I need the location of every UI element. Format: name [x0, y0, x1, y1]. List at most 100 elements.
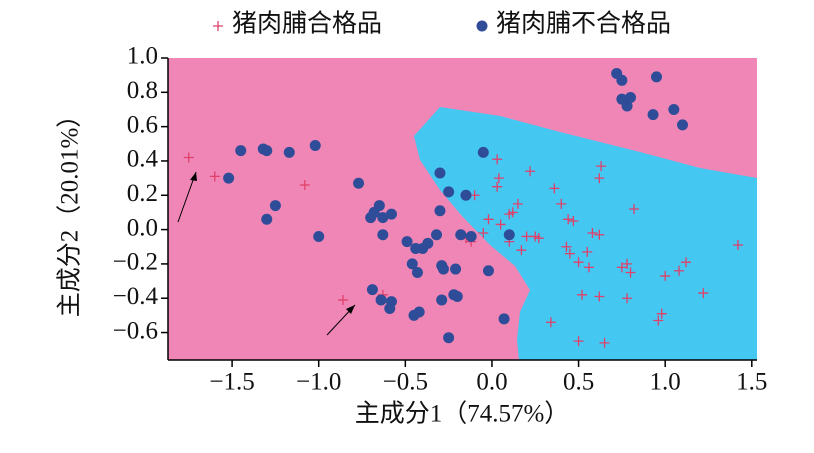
point	[545, 317, 556, 328]
point	[573, 336, 584, 347]
point	[616, 262, 627, 273]
region-fail	[414, 107, 757, 360]
point	[503, 229, 515, 241]
point	[385, 296, 397, 308]
point	[680, 257, 691, 268]
point	[483, 214, 494, 225]
point	[653, 315, 664, 326]
point	[568, 216, 579, 227]
x-axis-title: 主成分1（74.57%）	[355, 400, 570, 428]
point	[377, 229, 389, 241]
legend-label: 猪肉脯合格品	[232, 10, 382, 38]
point	[436, 260, 448, 272]
point	[450, 263, 462, 275]
point	[495, 219, 506, 230]
point	[434, 167, 446, 179]
point	[375, 294, 387, 306]
point	[674, 265, 685, 276]
point	[582, 246, 593, 257]
point	[647, 109, 659, 121]
point	[660, 270, 671, 281]
point	[668, 103, 680, 115]
point	[622, 293, 633, 304]
point	[587, 228, 598, 239]
legend-label: 猪肉脯不合格品	[496, 10, 671, 38]
point	[651, 71, 663, 83]
point	[596, 161, 607, 172]
point	[512, 198, 523, 209]
point	[583, 262, 594, 273]
point	[223, 172, 235, 184]
legend-marker	[213, 21, 223, 31]
point	[621, 100, 633, 112]
y-tick-label: −0.2	[113, 249, 158, 276]
point	[478, 228, 489, 239]
point	[411, 266, 423, 278]
point	[313, 230, 325, 242]
point	[533, 233, 544, 244]
point	[465, 230, 477, 242]
y-tick-label: −0.6	[113, 317, 158, 344]
y-tick-label: 0.6	[127, 111, 158, 138]
point	[365, 212, 377, 224]
point	[366, 284, 378, 296]
point	[564, 248, 575, 259]
point	[577, 289, 588, 300]
point	[353, 177, 365, 189]
point	[373, 200, 385, 212]
point	[406, 258, 418, 270]
point	[309, 140, 321, 152]
point	[493, 173, 504, 184]
point	[492, 181, 503, 192]
point	[443, 186, 455, 198]
point	[573, 257, 584, 268]
y-tick-label: 1.0	[127, 43, 158, 70]
point	[625, 267, 636, 278]
point	[622, 258, 633, 269]
x-tick-label: −1.5	[209, 369, 254, 396]
point	[235, 145, 247, 157]
point	[183, 152, 194, 163]
point	[594, 291, 605, 302]
point	[563, 214, 574, 225]
point	[385, 208, 397, 220]
x-tick-label: 1.0	[650, 369, 681, 396]
point	[261, 145, 273, 157]
point	[561, 241, 572, 252]
point	[525, 166, 536, 177]
y-tick-label: 0.0	[127, 214, 158, 241]
point	[616, 74, 628, 86]
point	[269, 200, 281, 212]
point	[594, 173, 605, 184]
point	[431, 229, 443, 241]
point	[521, 231, 532, 242]
point	[455, 229, 467, 241]
point	[434, 205, 446, 217]
x-tick-label: −1.0	[296, 369, 341, 396]
point	[594, 229, 605, 240]
arrowhead	[346, 305, 355, 314]
point	[482, 265, 494, 277]
point	[629, 204, 640, 214]
x-tick-label: 0.0	[476, 369, 507, 396]
legend-marker	[476, 20, 488, 32]
point	[498, 313, 510, 325]
point	[492, 154, 503, 165]
arrowhead	[190, 172, 197, 181]
point	[549, 183, 560, 194]
point	[556, 198, 567, 209]
point	[516, 245, 527, 256]
point	[599, 337, 610, 348]
point	[460, 189, 472, 201]
point	[283, 146, 295, 158]
point	[261, 213, 273, 225]
point	[377, 212, 389, 224]
point	[422, 237, 434, 249]
point	[209, 171, 220, 182]
point	[732, 240, 743, 251]
point	[477, 146, 489, 158]
point	[507, 207, 518, 218]
point	[698, 288, 709, 299]
y-tick-label: −0.4	[113, 283, 159, 310]
